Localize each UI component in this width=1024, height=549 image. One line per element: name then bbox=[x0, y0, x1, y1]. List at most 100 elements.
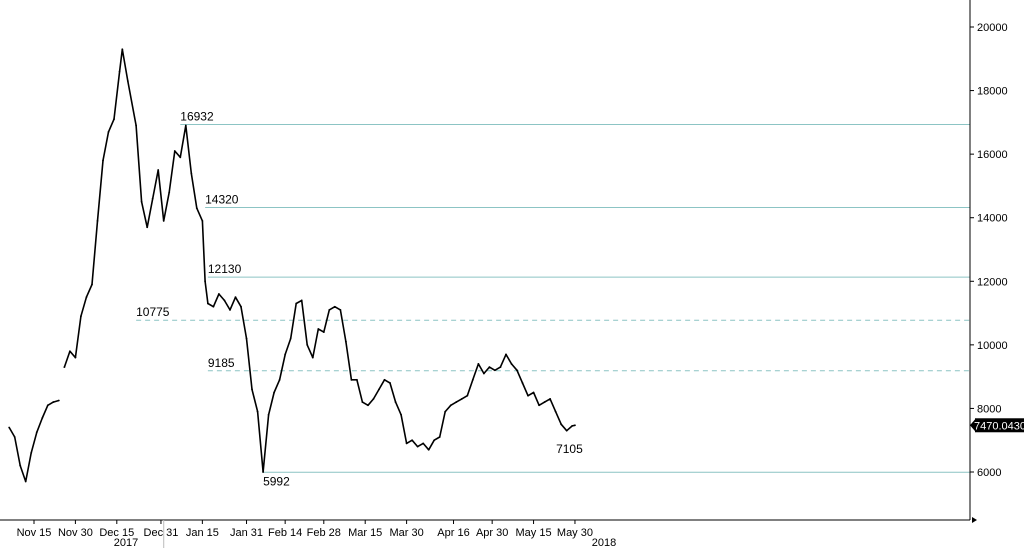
level-label: 12130 bbox=[208, 262, 242, 276]
data-point bbox=[13, 436, 16, 438]
data-point bbox=[356, 378, 358, 381]
data-point bbox=[339, 308, 342, 311]
data-point bbox=[300, 299, 303, 302]
data-point bbox=[46, 404, 49, 407]
data-point bbox=[543, 401, 546, 403]
x-tick-label: Apr 30 bbox=[476, 527, 508, 539]
data-point bbox=[256, 410, 259, 413]
data-point bbox=[488, 366, 491, 369]
level-label: 10775 bbox=[136, 305, 170, 319]
level-label: 5992 bbox=[263, 474, 290, 488]
y-tick-label: 8000 bbox=[977, 403, 1001, 415]
data-point bbox=[466, 394, 469, 397]
last-value-label: 7470.0430 bbox=[974, 420, 1024, 432]
y-tick-label: 16000 bbox=[977, 149, 1008, 161]
x-tick-label: Dec 31 bbox=[144, 527, 179, 539]
data-point bbox=[229, 308, 231, 311]
data-point bbox=[471, 378, 474, 381]
data-point bbox=[85, 296, 88, 299]
data-point bbox=[35, 431, 38, 434]
data-point bbox=[344, 340, 347, 343]
data-point bbox=[218, 293, 220, 295]
x-tick-label: Nov 30 bbox=[58, 527, 93, 539]
data-point bbox=[63, 366, 66, 369]
data-point bbox=[411, 439, 414, 442]
price-series bbox=[8, 48, 576, 483]
data-point bbox=[140, 200, 143, 203]
data-point bbox=[350, 378, 353, 381]
x-tick-label: Feb 28 bbox=[307, 527, 341, 539]
y-axis: 6000 8000 10000 12000 14000 16000 18000 20000 bbox=[969, 0, 1008, 520]
data-point bbox=[157, 169, 160, 171]
data-point bbox=[212, 305, 215, 308]
data-point bbox=[30, 452, 33, 454]
last-value-box bbox=[975, 418, 1024, 433]
data-point bbox=[560, 423, 563, 426]
data-point bbox=[433, 439, 436, 442]
data-point bbox=[422, 442, 425, 445]
data-point bbox=[427, 448, 430, 451]
data-point bbox=[322, 331, 325, 334]
year-label-2017: 2017 bbox=[114, 537, 138, 549]
data-point bbox=[295, 302, 298, 305]
data-point bbox=[405, 442, 408, 445]
data-point bbox=[267, 413, 270, 416]
data-point bbox=[74, 356, 77, 359]
x-axis-arrow-icon bbox=[972, 517, 977, 523]
data-point bbox=[234, 296, 237, 299]
data-point bbox=[477, 363, 480, 365]
data-point bbox=[52, 401, 55, 403]
data-point bbox=[367, 404, 369, 407]
x-tick-label: Nov 15 bbox=[17, 527, 52, 539]
y-tick-label: 18000 bbox=[977, 86, 1008, 98]
data-point bbox=[126, 80, 129, 82]
data-point bbox=[102, 159, 104, 162]
year-label-2018: 2018 bbox=[592, 537, 616, 549]
data-point bbox=[8, 426, 11, 429]
data-point bbox=[521, 382, 524, 384]
x-tick-label: Jan 31 bbox=[230, 527, 263, 539]
data-point bbox=[162, 219, 165, 222]
data-point bbox=[284, 353, 287, 356]
data-point bbox=[240, 305, 242, 308]
x-tick-label: May 30 bbox=[557, 527, 593, 539]
data-point bbox=[317, 328, 320, 330]
data-point bbox=[527, 394, 529, 397]
y-tick-label: 6000 bbox=[977, 467, 1001, 479]
annotation-label: 7105 bbox=[556, 442, 583, 456]
data-point bbox=[118, 70, 121, 73]
data-point bbox=[168, 191, 171, 194]
data-point bbox=[24, 480, 27, 483]
data-point bbox=[333, 305, 336, 308]
data-point bbox=[306, 343, 309, 346]
x-tick-label: May 15 bbox=[516, 527, 552, 539]
data-point bbox=[179, 156, 182, 159]
data-point bbox=[41, 417, 44, 419]
data-point bbox=[499, 366, 502, 369]
data-point bbox=[574, 424, 576, 427]
series-line bbox=[8, 48, 576, 483]
data-point bbox=[494, 369, 496, 372]
data-point bbox=[173, 150, 176, 152]
x-tick-label: Jan 15 bbox=[186, 527, 219, 539]
data-point bbox=[68, 350, 71, 353]
data-point bbox=[516, 369, 518, 372]
data-point bbox=[571, 425, 574, 427]
data-point bbox=[565, 429, 568, 432]
x-tick-label: Dec 15 bbox=[99, 527, 134, 539]
data-point bbox=[389, 382, 391, 384]
data-point bbox=[57, 399, 60, 402]
x-tick-label: Mar 30 bbox=[389, 527, 423, 539]
y-tick-label: 12000 bbox=[977, 276, 1008, 288]
data-point bbox=[455, 401, 458, 403]
data-point bbox=[383, 378, 386, 381]
data-point bbox=[273, 391, 276, 394]
data-point bbox=[482, 372, 485, 375]
x-tick-label: Feb 14 bbox=[268, 527, 302, 539]
level-lines bbox=[136, 124, 970, 473]
level-label: 16932 bbox=[180, 110, 214, 124]
data-point bbox=[184, 124, 187, 127]
data-point bbox=[372, 397, 375, 400]
data-point bbox=[19, 464, 22, 467]
